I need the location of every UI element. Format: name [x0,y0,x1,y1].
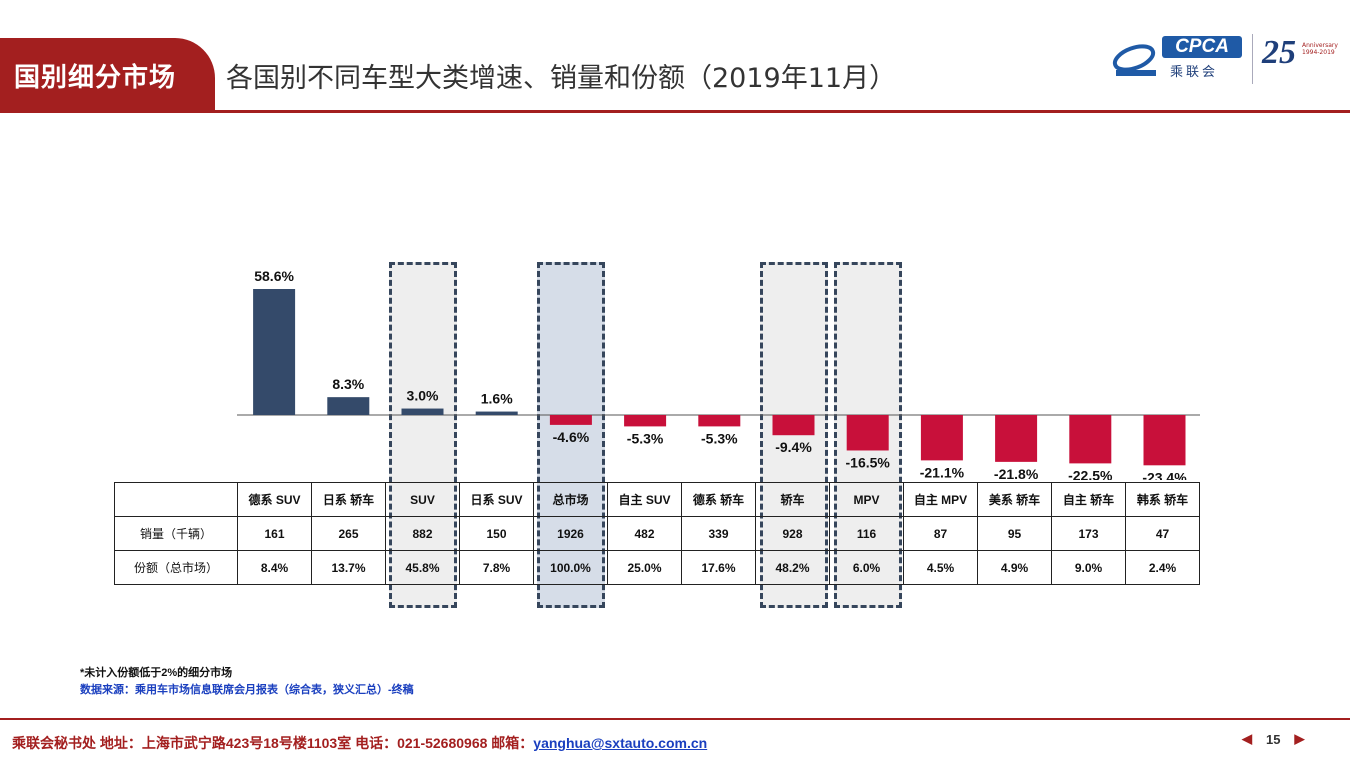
table-cell: 161 [237,516,312,551]
data-source: 数据来源：乘用车市场信息联席会月报表（综合表，狭义汇总）-终稿 [80,684,414,696]
table-cell: 6.0% [829,550,904,585]
table-cell: 882 [385,516,460,551]
cpca-logo: CPCA 乘联会 25 Anniversary 1994-2019 [1112,34,1348,86]
table-cell: 100.0% [533,550,608,585]
bar-value-label: -5.3% [701,430,738,446]
bar-value-label: -9.4% [775,439,812,455]
category-header-cell: 美系 轿车 [977,482,1052,517]
header-divider [0,110,1350,113]
footer-text: 乘联会秘书处 地址：上海市武宁路423号18号楼1103室 电话：021-526… [12,735,534,751]
category-header-cell: 德系 SUV [237,482,312,517]
bar [772,415,815,436]
growth-bar-chart: 58.6% 8.3% 3.0% 1.6% -4.6% -5.3% -5.3% -9.4% -16… [237,268,1200,480]
table-row: 销量（千辆） 161 265 882 150 1926 482 339 928 116 87 95 17… [114,516,1200,551]
table-cell: 928 [755,516,830,551]
table-header-row: 德系 SUV 日系 轿车 SUV 日系 SUV 总市场 自主 SUV 德系 轿车 轿车 MPV 自… [114,482,1200,517]
category-header-cell: MPV [829,482,904,517]
bar [995,415,1038,462]
table-cell: 339 [681,516,756,551]
category-header-cell: 韩系 轿车 [1125,482,1200,517]
footnote: *未计入份额低于2%的细分市场 [80,667,233,679]
anniversary-subtitle: Anniversary 1994-2019 [1302,42,1338,56]
table-cell: 173 [1051,516,1126,551]
category-header-cell: 德系 轿车 [681,482,756,517]
pager: ◀ 15 ▶ [1242,731,1304,747]
table-cell: 7.8% [459,550,534,585]
table-cell: 2.4% [1125,550,1200,585]
table-cell: 17.6% [681,550,756,585]
bar-value-label: -23.4% [1142,469,1187,480]
footer-divider [0,718,1350,720]
table-cell: 95 [977,516,1052,551]
bar [698,415,741,427]
category-header-cell: 轿车 [755,482,830,517]
bar [1069,415,1112,464]
bar [846,415,889,451]
table-cell: 4.5% [903,550,978,585]
prev-page-icon[interactable]: ◀ [1242,731,1252,746]
table-cell: 150 [459,516,534,551]
bar [401,408,444,415]
cpca-subtitle: 乘联会 [1170,65,1219,80]
next-page-icon[interactable]: ▶ [1294,731,1305,746]
table-cell: 482 [607,516,682,551]
page-number: 15 [1266,731,1281,747]
footer-contact: 乘联会秘书处 地址：上海市武宁路423号18号楼1103室 电话：021-526… [12,733,707,753]
category-header-cell: 自主 MPV [903,482,978,517]
table-cell: 1926 [533,516,608,551]
footer-email-link[interactable]: yanghua@sxtauto.com.cn [533,735,708,751]
table-cell: 87 [903,516,978,551]
row-label-cell: 份额（总市场） [114,550,238,585]
table-corner-cell [114,482,238,517]
page-title: 各国别不同车型大类增速、销量和份额（2019年11月） [226,63,897,94]
bar-value-label: -4.6% [553,429,590,445]
bar-value-label: -21.8% [994,466,1039,480]
bar [920,415,963,461]
table-cell: 116 [829,516,904,551]
table-cell: 13.7% [311,550,386,585]
bar-value-label: 1.6% [481,391,513,407]
category-header-cell: 日系 轿车 [311,482,386,517]
bar [549,415,592,425]
bar-value-label: -5.3% [627,430,664,446]
table-cell: 25.0% [607,550,682,585]
bar-value-label: 58.6% [254,268,294,284]
bar [475,411,518,415]
category-header-cell: 总市场 [533,482,608,517]
bar [624,415,667,427]
category-header-cell: SUV [385,482,460,517]
table-cell: 4.9% [977,550,1052,585]
category-header-cell: 自主 SUV [607,482,682,517]
table-cell: 48.2% [755,550,830,585]
table-cell: 47 [1125,516,1200,551]
logo-divider [1252,34,1253,84]
bar-value-label: -22.5% [1068,467,1113,480]
category-header-cell: 自主 轿车 [1051,482,1126,517]
bar [1143,415,1186,466]
table-cell: 8.4% [237,550,312,585]
category-header-cell: 日系 SUV [459,482,534,517]
bar-value-label: -16.5% [846,454,891,470]
bar [327,397,370,415]
cpca-wordmark: CPCA [1162,36,1242,58]
bar-value-label: 3.0% [407,388,439,404]
bar [253,289,296,415]
table-row: 份额（总市场） 8.4% 13.7% 45.8% 7.8% 100.0% 25.0% 17.6… [114,550,1200,585]
sales-share-table: 德系 SUV 日系 轿车 SUV 日系 SUV 总市场 自主 SUV 德系 轿车 轿车 MPV 自… [114,482,1200,585]
anniversary-number: 25 [1262,34,1296,71]
section-tab: 国别细分市场 [0,38,215,112]
table-cell: 9.0% [1051,550,1126,585]
row-label-cell: 销量（千辆） [114,516,238,551]
table-cell: 45.8% [385,550,460,585]
cpca-swoosh-icon [1112,44,1156,76]
bar-value-label: 8.3% [332,376,364,392]
table-cell: 265 [311,516,386,551]
bar-value-label: -21.1% [920,464,965,480]
